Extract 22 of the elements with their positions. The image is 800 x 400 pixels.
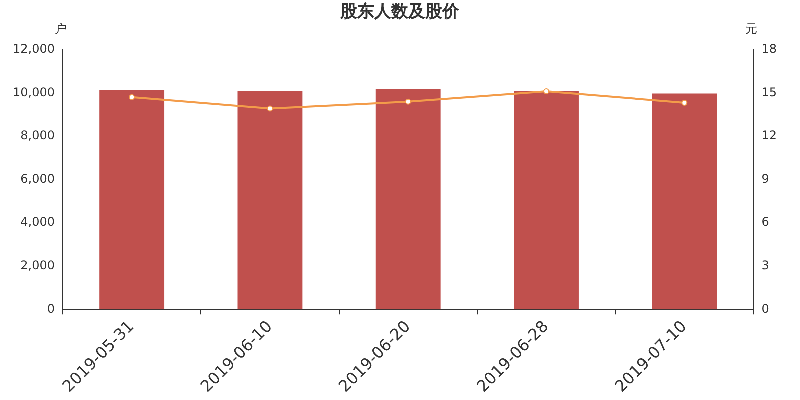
point [405, 98, 412, 105]
y-tick-label: 10,000 [12, 85, 55, 100]
point [544, 88, 550, 95]
y-tick-label: 2,000 [20, 258, 55, 273]
y2-tick-label: 9 [762, 172, 770, 186]
point [682, 100, 688, 106]
y2-axis-title: 元 [746, 22, 758, 36]
y2-tick-label: 15 [762, 85, 778, 100]
y2-tick-label: 18 [762, 42, 778, 56]
point [267, 106, 274, 112]
y-tick-label: 6,000 [20, 172, 55, 186]
y2-tick-label: 6 [762, 215, 770, 230]
y2-tick-label: 12 [762, 128, 778, 143]
y2-tick-label: 0 [762, 302, 770, 316]
y2-tick-label: 3 [762, 258, 770, 273]
y-tick-label: 12,000 [12, 42, 55, 56]
y-tick-label: 8,000 [20, 128, 55, 143]
chart-title: 股东人数及股价 [340, 2, 460, 22]
y-axis-title: 户 [54, 22, 67, 36]
point [129, 94, 136, 100]
y-tick-label: 4,000 [20, 215, 55, 230]
y-tick-label: 0 [47, 302, 55, 316]
